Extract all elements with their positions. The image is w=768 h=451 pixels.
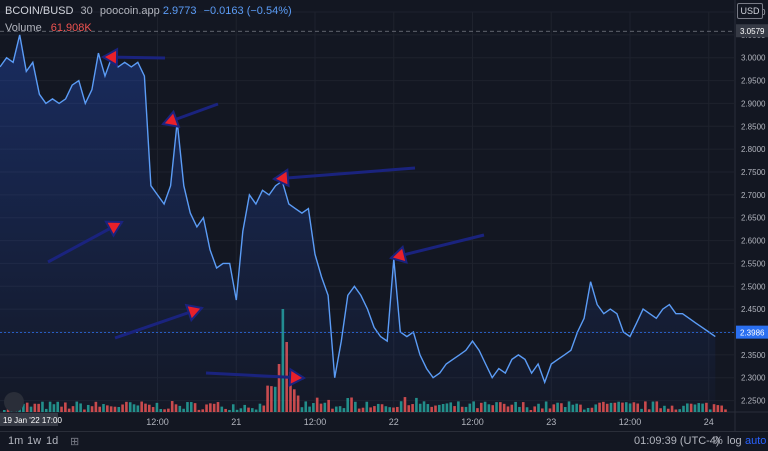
x-tick-label: 23 bbox=[546, 417, 556, 427]
y-tick-label: 2.3000 bbox=[741, 374, 766, 383]
y-tick-label: 2.2500 bbox=[741, 397, 766, 406]
y-tick-label: 2.6500 bbox=[741, 214, 766, 223]
x-tick-label: 12:00 bbox=[304, 417, 327, 427]
annotation-arrow bbox=[389, 233, 485, 264]
annotation-arrow bbox=[114, 303, 204, 340]
date-range-icon[interactable]: ⊞ bbox=[70, 436, 80, 448]
y-tick-label: 2.6000 bbox=[741, 237, 766, 246]
volume-bar bbox=[716, 405, 720, 412]
bottom-toolbar: 1m 1w 1d ⊞ 01:09:39 (UTC-4) % log auto bbox=[0, 431, 768, 451]
annotation-arrowhead bbox=[389, 244, 408, 264]
high-price-tag bbox=[736, 24, 768, 38]
annotation-arrow bbox=[100, 47, 166, 67]
y-tick-label: 3.0000 bbox=[741, 54, 766, 63]
clock-display[interactable]: 01:09:39 (UTC-4) bbox=[634, 435, 720, 447]
y-tick-label: 2.9000 bbox=[741, 99, 766, 108]
last-price-tag bbox=[736, 325, 768, 339]
annotation-arrowhead bbox=[100, 47, 119, 67]
percent-toggle[interactable]: % bbox=[713, 435, 723, 447]
y-tick-label: 2.7500 bbox=[741, 168, 766, 177]
price-chart[interactable]: 2.25002.30002.35002.40002.45002.50002.55… bbox=[0, 0, 768, 432]
annotation-arrow-shaft bbox=[205, 371, 305, 380]
high-price-label: 3.0579 bbox=[740, 27, 765, 36]
timeframe-1w-button[interactable]: 1w bbox=[27, 435, 42, 447]
date-tag-label: 19 Jan '22 17:00 bbox=[3, 416, 62, 425]
log-toggle[interactable]: log bbox=[727, 435, 742, 447]
annotation-arrow bbox=[271, 166, 416, 188]
annotation-arrow bbox=[205, 367, 307, 387]
y-tick-label: 2.3500 bbox=[741, 351, 766, 360]
volume-label: Volume bbox=[5, 22, 42, 34]
y-tick-label: 2.7000 bbox=[741, 191, 766, 200]
annotation-arrowhead bbox=[104, 220, 124, 238]
y-tick-label: 2.8000 bbox=[741, 145, 766, 154]
annotation-arrowhead bbox=[184, 303, 204, 323]
last-price-value: 2.9773 bbox=[162, 5, 197, 17]
chart-legend: BCOIN/BUSD 30 poocoin.app 2.9773 −0.0163… bbox=[5, 4, 292, 35]
price-area bbox=[0, 34, 716, 413]
x-tick-label: 22 bbox=[389, 417, 399, 427]
x-tick-label: 12:00 bbox=[146, 417, 169, 427]
volume-value: 61.908K bbox=[50, 22, 92, 34]
x-tick-label: 12:00 bbox=[619, 417, 642, 427]
volume-bar bbox=[720, 405, 723, 412]
symbol-label[interactable]: BCOIN/BUSD bbox=[5, 5, 74, 17]
x-tick-label: 21 bbox=[231, 417, 241, 427]
annotation-arrow-shaft bbox=[273, 166, 416, 181]
currency-button[interactable]: USD bbox=[737, 3, 763, 19]
x-tick-label: 24 bbox=[704, 417, 714, 427]
annotation-arrow bbox=[161, 102, 219, 129]
annotation-arrow-shaft bbox=[114, 306, 203, 340]
price-change-value: −0.0163 (−0.54%) bbox=[203, 5, 292, 17]
annotation-arrowhead bbox=[288, 367, 307, 387]
annotation-arrowhead bbox=[161, 109, 181, 129]
auto-toggle[interactable]: auto bbox=[745, 435, 767, 447]
y-tick-label: 2.5500 bbox=[741, 259, 766, 268]
volume-bar bbox=[724, 409, 727, 412]
timeframe-1d-button[interactable]: 1d bbox=[46, 435, 59, 447]
annotation-arrow bbox=[47, 220, 124, 264]
date-tag bbox=[0, 413, 58, 426]
annotation-arrowhead bbox=[271, 168, 290, 188]
source-label: poocoin.app bbox=[99, 5, 160, 17]
x-tick-label: 12:00 bbox=[461, 417, 484, 427]
interval-label[interactable]: 30 bbox=[80, 5, 93, 17]
last-price-label: 2.3986 bbox=[740, 329, 765, 338]
y-tick-label: 2.4500 bbox=[741, 305, 766, 314]
price-line bbox=[0, 34, 716, 385]
y-tick-label: 2.8500 bbox=[741, 122, 766, 131]
y-tick-label: 2.5000 bbox=[741, 282, 766, 291]
tradingview-logo-icon[interactable] bbox=[4, 392, 24, 412]
y-tick-label: 2.9500 bbox=[741, 77, 766, 86]
timeframe-1m-button[interactable]: 1m bbox=[8, 435, 24, 447]
annotation-arrow-shaft bbox=[390, 233, 485, 260]
